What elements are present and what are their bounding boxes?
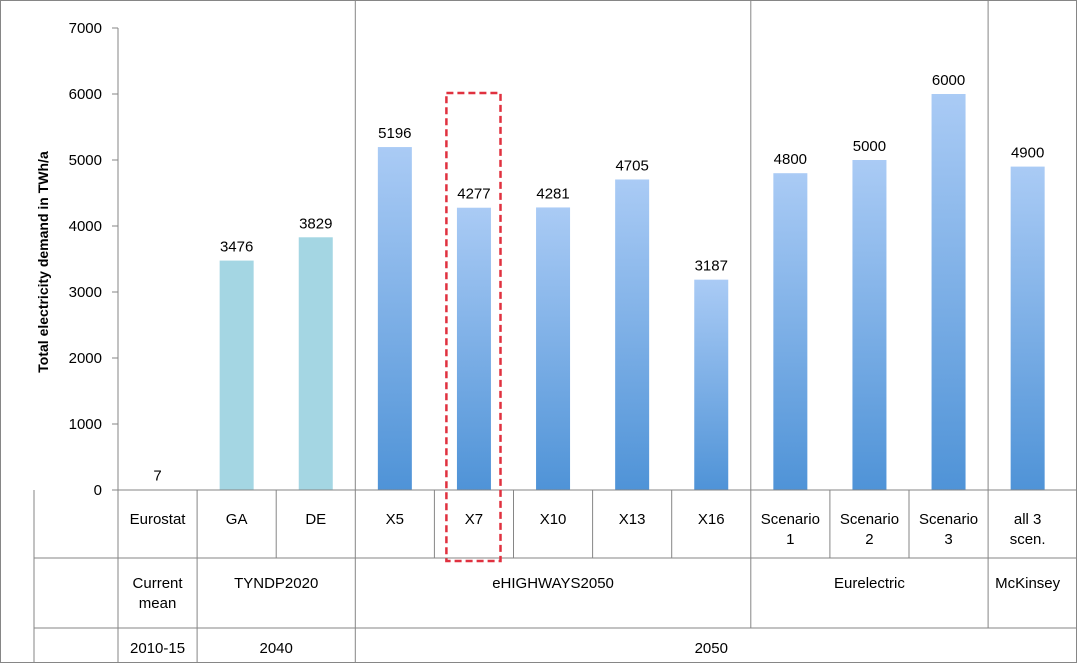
- bar: [298, 237, 333, 490]
- bar: [219, 260, 254, 490]
- bar: [931, 94, 966, 490]
- y-axis-label: Total electricity demand in TWh/a: [35, 151, 51, 373]
- group-label: mean: [139, 595, 177, 612]
- group-label: Eurelectric: [834, 575, 905, 592]
- group-label: Current: [133, 575, 184, 592]
- y-tick-label: 3000: [69, 284, 102, 301]
- y-tick-label: 4000: [69, 218, 102, 235]
- bar: [536, 207, 571, 491]
- y-axis: 0 1000 2000 3000 4000 5000 6000 7000: [69, 20, 119, 499]
- category-label: X5: [386, 511, 404, 528]
- category-label: X7: [465, 511, 483, 528]
- data-label: 4705: [615, 157, 648, 174]
- bar: [377, 147, 412, 490]
- bars: [140, 94, 1045, 491]
- y-tick-label: 2000: [69, 350, 102, 367]
- data-labels: 7 3476 3829 5196 4277 4281 4705 3187 4800 5000 600…: [153, 72, 1044, 485]
- group-label: eHIGHWAYS2050: [492, 575, 614, 592]
- bar: [615, 179, 650, 490]
- data-label: 4900: [1011, 145, 1044, 162]
- highlight-rect: [445, 91, 502, 563]
- group-dividers: [354, 0, 989, 490]
- category-label: 2: [865, 531, 873, 548]
- category-table: Eurostat GA DE X5 X7 X10 X13 X16 Scenario 1 Scenar…: [33, 489, 1076, 662]
- y-tick-label: 5000: [69, 152, 102, 169]
- year-label: 2040: [260, 640, 293, 657]
- y-tick-label: 0: [94, 482, 102, 499]
- data-label: 3187: [695, 258, 728, 275]
- data-label: 3476: [220, 239, 253, 256]
- category-label: X10: [540, 511, 567, 528]
- data-label: 4800: [774, 151, 807, 168]
- data-label: 5000: [853, 138, 886, 155]
- bar: [456, 207, 491, 490]
- y-tick-label: 6000: [69, 86, 102, 103]
- category-label: Scenario: [919, 511, 978, 528]
- category-label: X16: [698, 511, 725, 528]
- category-label: GA: [226, 511, 248, 528]
- category-label: 1: [786, 531, 794, 548]
- year-label: 2010-15: [130, 640, 185, 657]
- category-label: X13: [619, 511, 646, 528]
- data-label: 6000: [932, 72, 965, 89]
- category-label: all 3: [1014, 511, 1042, 528]
- data-label: 3829: [299, 215, 332, 232]
- category-label: Scenario: [840, 511, 899, 528]
- y-tick-label: 1000: [69, 416, 102, 433]
- y-tick-label: 7000: [69, 20, 102, 37]
- category-label: scen.: [1010, 531, 1046, 548]
- year-label: 2050: [695, 640, 728, 657]
- bar: [1010, 166, 1045, 490]
- bar: [852, 160, 887, 490]
- data-label: 4277: [457, 186, 490, 203]
- category-label: Eurostat: [130, 511, 187, 528]
- bar: [694, 279, 729, 490]
- group-label: McKinsey: [995, 575, 1061, 592]
- data-label: 5196: [378, 125, 411, 142]
- data-label: 7: [153, 468, 161, 485]
- group-label: TYNDP2020: [234, 575, 318, 592]
- category-label: Scenario: [761, 511, 820, 528]
- category-label: DE: [305, 511, 326, 528]
- category-label: 3: [944, 531, 952, 548]
- highlight-box: [445, 91, 502, 563]
- bar: [773, 173, 808, 490]
- data-label: 4281: [536, 185, 569, 202]
